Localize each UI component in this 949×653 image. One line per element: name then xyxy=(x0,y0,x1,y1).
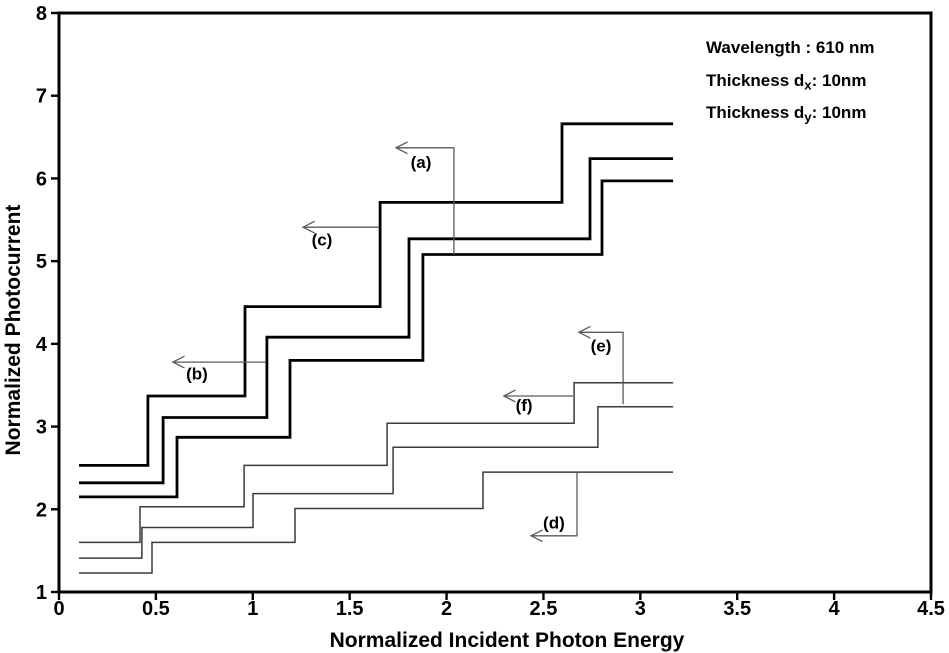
x-tick-label: 1 xyxy=(247,598,258,620)
info-text: : 10nm xyxy=(811,103,867,123)
y-tick-label: 1 xyxy=(36,582,47,604)
x-tick-label: 2.5 xyxy=(530,598,558,620)
curve-label-e: (e) xyxy=(591,337,612,356)
pointer-line-e xyxy=(578,331,624,405)
pointer-line-d xyxy=(531,472,578,537)
curve-d xyxy=(79,471,674,574)
curve-label-d: (d) xyxy=(543,514,565,533)
info-text: : 10nm xyxy=(811,70,867,90)
curve-c xyxy=(79,122,674,467)
curve-label-f: (f) xyxy=(516,396,533,415)
curve-label-c: (c) xyxy=(312,231,333,250)
pointer-line-a xyxy=(396,147,455,255)
y-tick-label: 7 xyxy=(36,86,47,108)
parameters-panel: Wavelength : 610 nm Thickness dx: 10nm T… xyxy=(706,34,874,132)
arrowhead-c xyxy=(301,220,315,234)
arrowhead-a xyxy=(394,141,408,155)
x-tick-label: 3 xyxy=(635,598,646,620)
arrowhead-f xyxy=(502,389,516,403)
info-line-thickness-dy: Thickness dy: 10nm xyxy=(706,99,874,132)
y-axis-title: Normalized Photocurrent xyxy=(2,205,25,456)
curve-f xyxy=(79,381,674,544)
x-tick-label: 3.5 xyxy=(723,598,751,620)
y-tick-label: 2 xyxy=(36,499,47,521)
curve-b xyxy=(79,157,674,485)
info-text: Wavelength : 610 nm xyxy=(706,38,875,57)
info-subscript: y xyxy=(804,110,812,126)
x-tick-label: 4.5 xyxy=(917,598,945,620)
arrowhead-d xyxy=(529,529,543,543)
y-tick-label: 5 xyxy=(36,251,47,273)
y-tick-label: 8 xyxy=(36,3,47,25)
info-line-wavelength: Wavelength : 610 nm xyxy=(706,34,874,67)
info-text: Thickness d xyxy=(706,70,805,90)
x-tick-label: 2 xyxy=(441,598,452,620)
y-tick-label: 6 xyxy=(36,168,47,190)
x-tick-label: 4 xyxy=(829,598,841,620)
curve-a xyxy=(79,179,674,499)
curve-e xyxy=(79,405,674,559)
y-tick-label: 4 xyxy=(36,334,48,356)
info-text: Thickness d xyxy=(706,103,805,123)
arrowhead-e xyxy=(577,325,591,339)
x-tick-label: 1.5 xyxy=(336,598,364,620)
x-tick-label: 0 xyxy=(53,598,64,620)
x-axis-title: Normalized Incident Photon Energy xyxy=(330,629,685,652)
curve-label-a: (a) xyxy=(411,153,432,172)
info-line-thickness-dx: Thickness dx: 10nm xyxy=(706,67,874,100)
curve-label-b: (b) xyxy=(186,365,208,384)
plot-border xyxy=(57,11,933,594)
y-tick-label: 3 xyxy=(36,417,47,439)
x-tick-label: 0.5 xyxy=(142,598,170,620)
arrowhead-b xyxy=(171,355,185,369)
info-subscript: x xyxy=(804,77,812,93)
